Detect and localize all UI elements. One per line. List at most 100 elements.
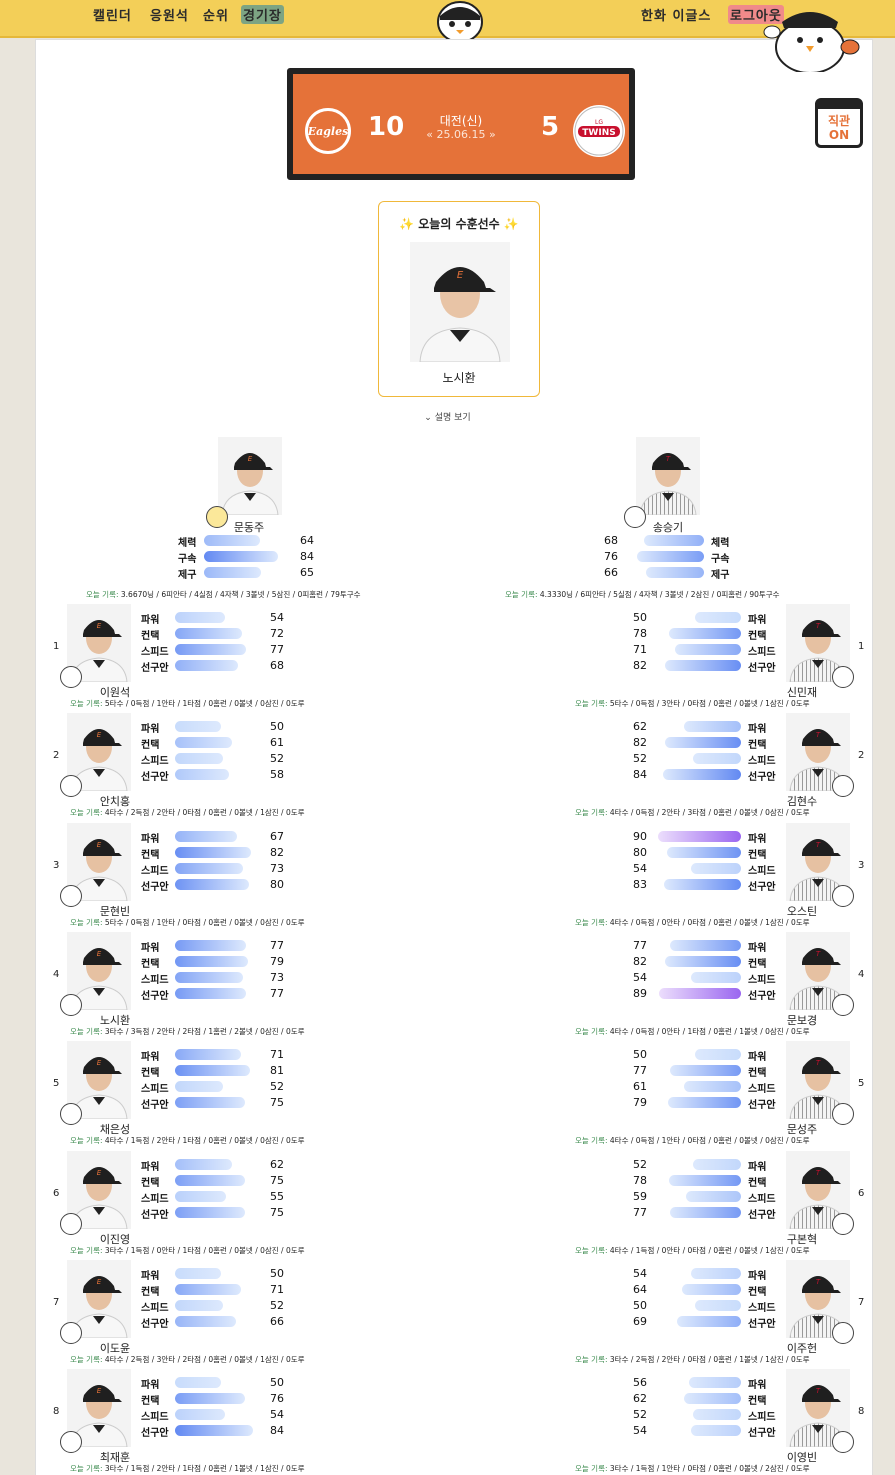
svg-text:T: T xyxy=(816,1278,821,1286)
home-batter-name: 안치홍 xyxy=(99,795,131,808)
sparkle-icon: ✨ xyxy=(399,217,415,231)
home-batter-today-record: 오늘 기록: 3타수 / 3득점 / 2안타 / 2타점 / 1홈런 / 2볼넷… xyxy=(70,1026,305,1037)
mvp-player-photo: E xyxy=(410,242,510,362)
away-batter-stat-label: 파워 xyxy=(748,834,767,845)
away-batter-stat-bar xyxy=(665,956,741,967)
away-batter-stat-value: 78 xyxy=(633,1174,647,1187)
home-batter-stat-bar xyxy=(175,769,229,780)
home-score: 10 xyxy=(368,112,405,142)
home-batter-stat-bar xyxy=(175,940,246,951)
away-batter-stat-bar xyxy=(691,1425,741,1436)
calendar-checkin-icon[interactable]: 직관 ON xyxy=(815,98,863,148)
away-pitcher-stat-bar xyxy=(646,567,704,578)
nav-ranking[interactable]: 순위 xyxy=(203,9,229,24)
show-description-toggle[interactable]: ⌄ 설명 보기 xyxy=(0,410,895,423)
home-batter-stat-value: 72 xyxy=(270,627,284,640)
mvp-name: 노시환 xyxy=(442,371,476,385)
twins-logo-icon[interactable]: LG TWINS xyxy=(573,105,625,157)
away-batter-stat-label: 스피드 xyxy=(748,1303,776,1314)
away-pitcher-stat-label: 제구 xyxy=(711,570,730,581)
away-batter-name: 오스틴 xyxy=(786,905,818,918)
away-batter-stat-value: 50 xyxy=(633,1299,647,1312)
today-label: 오늘 기록: xyxy=(70,808,103,817)
today-value: 4타수 / 2득점 / 3안타 / 2타점 / 0홈런 / 0볼넷 / 1삼진 … xyxy=(104,1355,305,1364)
home-batter-today-record: 오늘 기록: 4타수 / 2득점 / 2안타 / 0타점 / 0홈런 / 0볼넷… xyxy=(70,807,305,818)
target-icon xyxy=(832,994,854,1016)
away-batter-stat-label: 파워 xyxy=(748,1162,767,1173)
home-batter-stat-bar xyxy=(175,1268,221,1279)
away-batter-stat-value: 62 xyxy=(633,720,647,733)
away-batter-stat-bar xyxy=(689,1377,741,1388)
today-value: 4타수 / 1득점 / 0안타 / 0타점 / 0홈런 / 0볼넷 / 1삼진 … xyxy=(609,1246,810,1255)
next-game-button[interactable]: » xyxy=(488,128,496,141)
away-batter-photo: T xyxy=(786,1260,850,1338)
away-batter-stat-label: 컨택 xyxy=(748,1178,767,1189)
mvp-title: 오늘의 수훈선수 xyxy=(418,217,500,231)
cloud-icon xyxy=(832,1431,854,1453)
batting-order: 1 xyxy=(53,641,60,652)
home-pitcher-stat-value: 84 xyxy=(300,550,314,563)
today-label: 오늘 기록: xyxy=(70,918,103,927)
home-batter-stat-value: 71 xyxy=(270,1283,284,1296)
mvp-card[interactable]: ✨ 오늘의 수훈선수 ✨ E 노시환 xyxy=(378,201,540,397)
away-batter-stat-bar xyxy=(665,660,741,671)
home-batter-stat-bar xyxy=(175,1191,226,1202)
home-pitcher-name: 문동주 xyxy=(233,521,265,534)
home-batter-stat-bar xyxy=(175,863,243,874)
today-label: 오늘 기록: xyxy=(575,918,608,927)
away-batter-stat-label: 파워 xyxy=(748,943,767,954)
home-batter-stat-value: 68 xyxy=(270,659,284,672)
today-value: 4.3330닝 / 6피안타 / 5실점 / 4자책 / 3볼넷 / 2삼진 /… xyxy=(539,590,780,599)
home-batter-photo: E xyxy=(67,1041,131,1119)
away-batter-today-record: 오늘 기록: 4타수 / 0득점 / 0안타 / 1타점 / 0홈런 / 1볼넷… xyxy=(575,1026,810,1037)
home-batter-stat-value: 50 xyxy=(270,1267,284,1280)
mascot-logo-icon[interactable] xyxy=(432,0,488,40)
away-batter-stat-bar xyxy=(668,1097,741,1108)
eagles-logo-icon[interactable]: Eagles xyxy=(302,105,354,157)
show-description-label: 설명 보기 xyxy=(434,413,471,423)
game-date-nav: « 25.06.15 » xyxy=(293,128,629,141)
magnifier-icon xyxy=(832,1213,854,1235)
home-batter-stat-bar xyxy=(175,660,238,671)
team-name-link[interactable]: 한화 이글스 xyxy=(641,9,712,24)
home-batter-stat-value: 61 xyxy=(270,736,284,749)
away-batter-name: 문보경 xyxy=(786,1014,818,1027)
cloud-icon xyxy=(60,1322,82,1344)
cloud-icon xyxy=(832,1322,854,1344)
away-batter-today-record: 오늘 기록: 4타수 / 0득점 / 2안타 / 3타점 / 0홈런 / 0볼넷… xyxy=(575,807,810,818)
away-batter-today-record: 오늘 기록: 5타수 / 0득점 / 3안타 / 0타점 / 0홈런 / 0볼넷… xyxy=(575,698,810,709)
home-batter-stat-bar xyxy=(175,628,242,639)
nav-calendar[interactable]: 캘린더 xyxy=(93,9,132,24)
home-batter-stat-value: 67 xyxy=(270,830,284,843)
home-batter-stat-bar xyxy=(175,1207,245,1218)
away-batter-stat-value: 90 xyxy=(633,830,647,843)
away-batter-stat-value: 52 xyxy=(633,1158,647,1171)
eagles-logo-text: Eagles xyxy=(307,125,349,138)
away-batter-name: 이영빈 xyxy=(786,1451,818,1464)
away-batter-stat-value: 56 xyxy=(633,1376,647,1389)
today-value: 4타수 / 0득점 / 2안타 / 3타점 / 0홈런 / 0볼넷 / 0삼진 … xyxy=(609,808,810,817)
home-batter-stat-label: 스피드 xyxy=(141,975,169,986)
away-batter-stat-value: 59 xyxy=(633,1190,647,1203)
today-label: 오늘 기록: xyxy=(575,1464,608,1473)
away-batter-stat-label: 스피드 xyxy=(748,1412,776,1423)
svg-text:E: E xyxy=(97,1059,102,1067)
logout-button[interactable]: 로그아웃 xyxy=(728,5,784,24)
svg-text:E: E xyxy=(97,841,102,849)
today-label: 오늘 기록: xyxy=(70,699,103,708)
away-batter-stat-bar xyxy=(667,847,741,858)
away-batter-stat-label: 컨택 xyxy=(748,1396,767,1407)
bat-ball-icon xyxy=(60,885,82,907)
away-batter-stat-label: 파워 xyxy=(748,1380,767,1391)
nav-stadium[interactable]: 경기장 xyxy=(241,5,284,24)
nav-cheering[interactable]: 응원석 xyxy=(150,9,189,24)
home-batter-stat-label: 스피드 xyxy=(141,756,169,767)
today-value: 5타수 / 0득점 / 1안타 / 0타점 / 0홈런 / 0볼넷 / 0삼진 … xyxy=(104,918,305,927)
home-batter-stat-label: 스피드 xyxy=(141,1084,169,1095)
home-pitcher-photo: E xyxy=(218,437,282,515)
fireball-icon xyxy=(206,506,228,528)
lg-logo-text: LG xyxy=(595,119,603,126)
away-batter-stat-bar xyxy=(659,988,741,999)
prev-game-button[interactable]: « xyxy=(426,128,433,141)
away-batter-stat-bar xyxy=(684,1393,741,1404)
